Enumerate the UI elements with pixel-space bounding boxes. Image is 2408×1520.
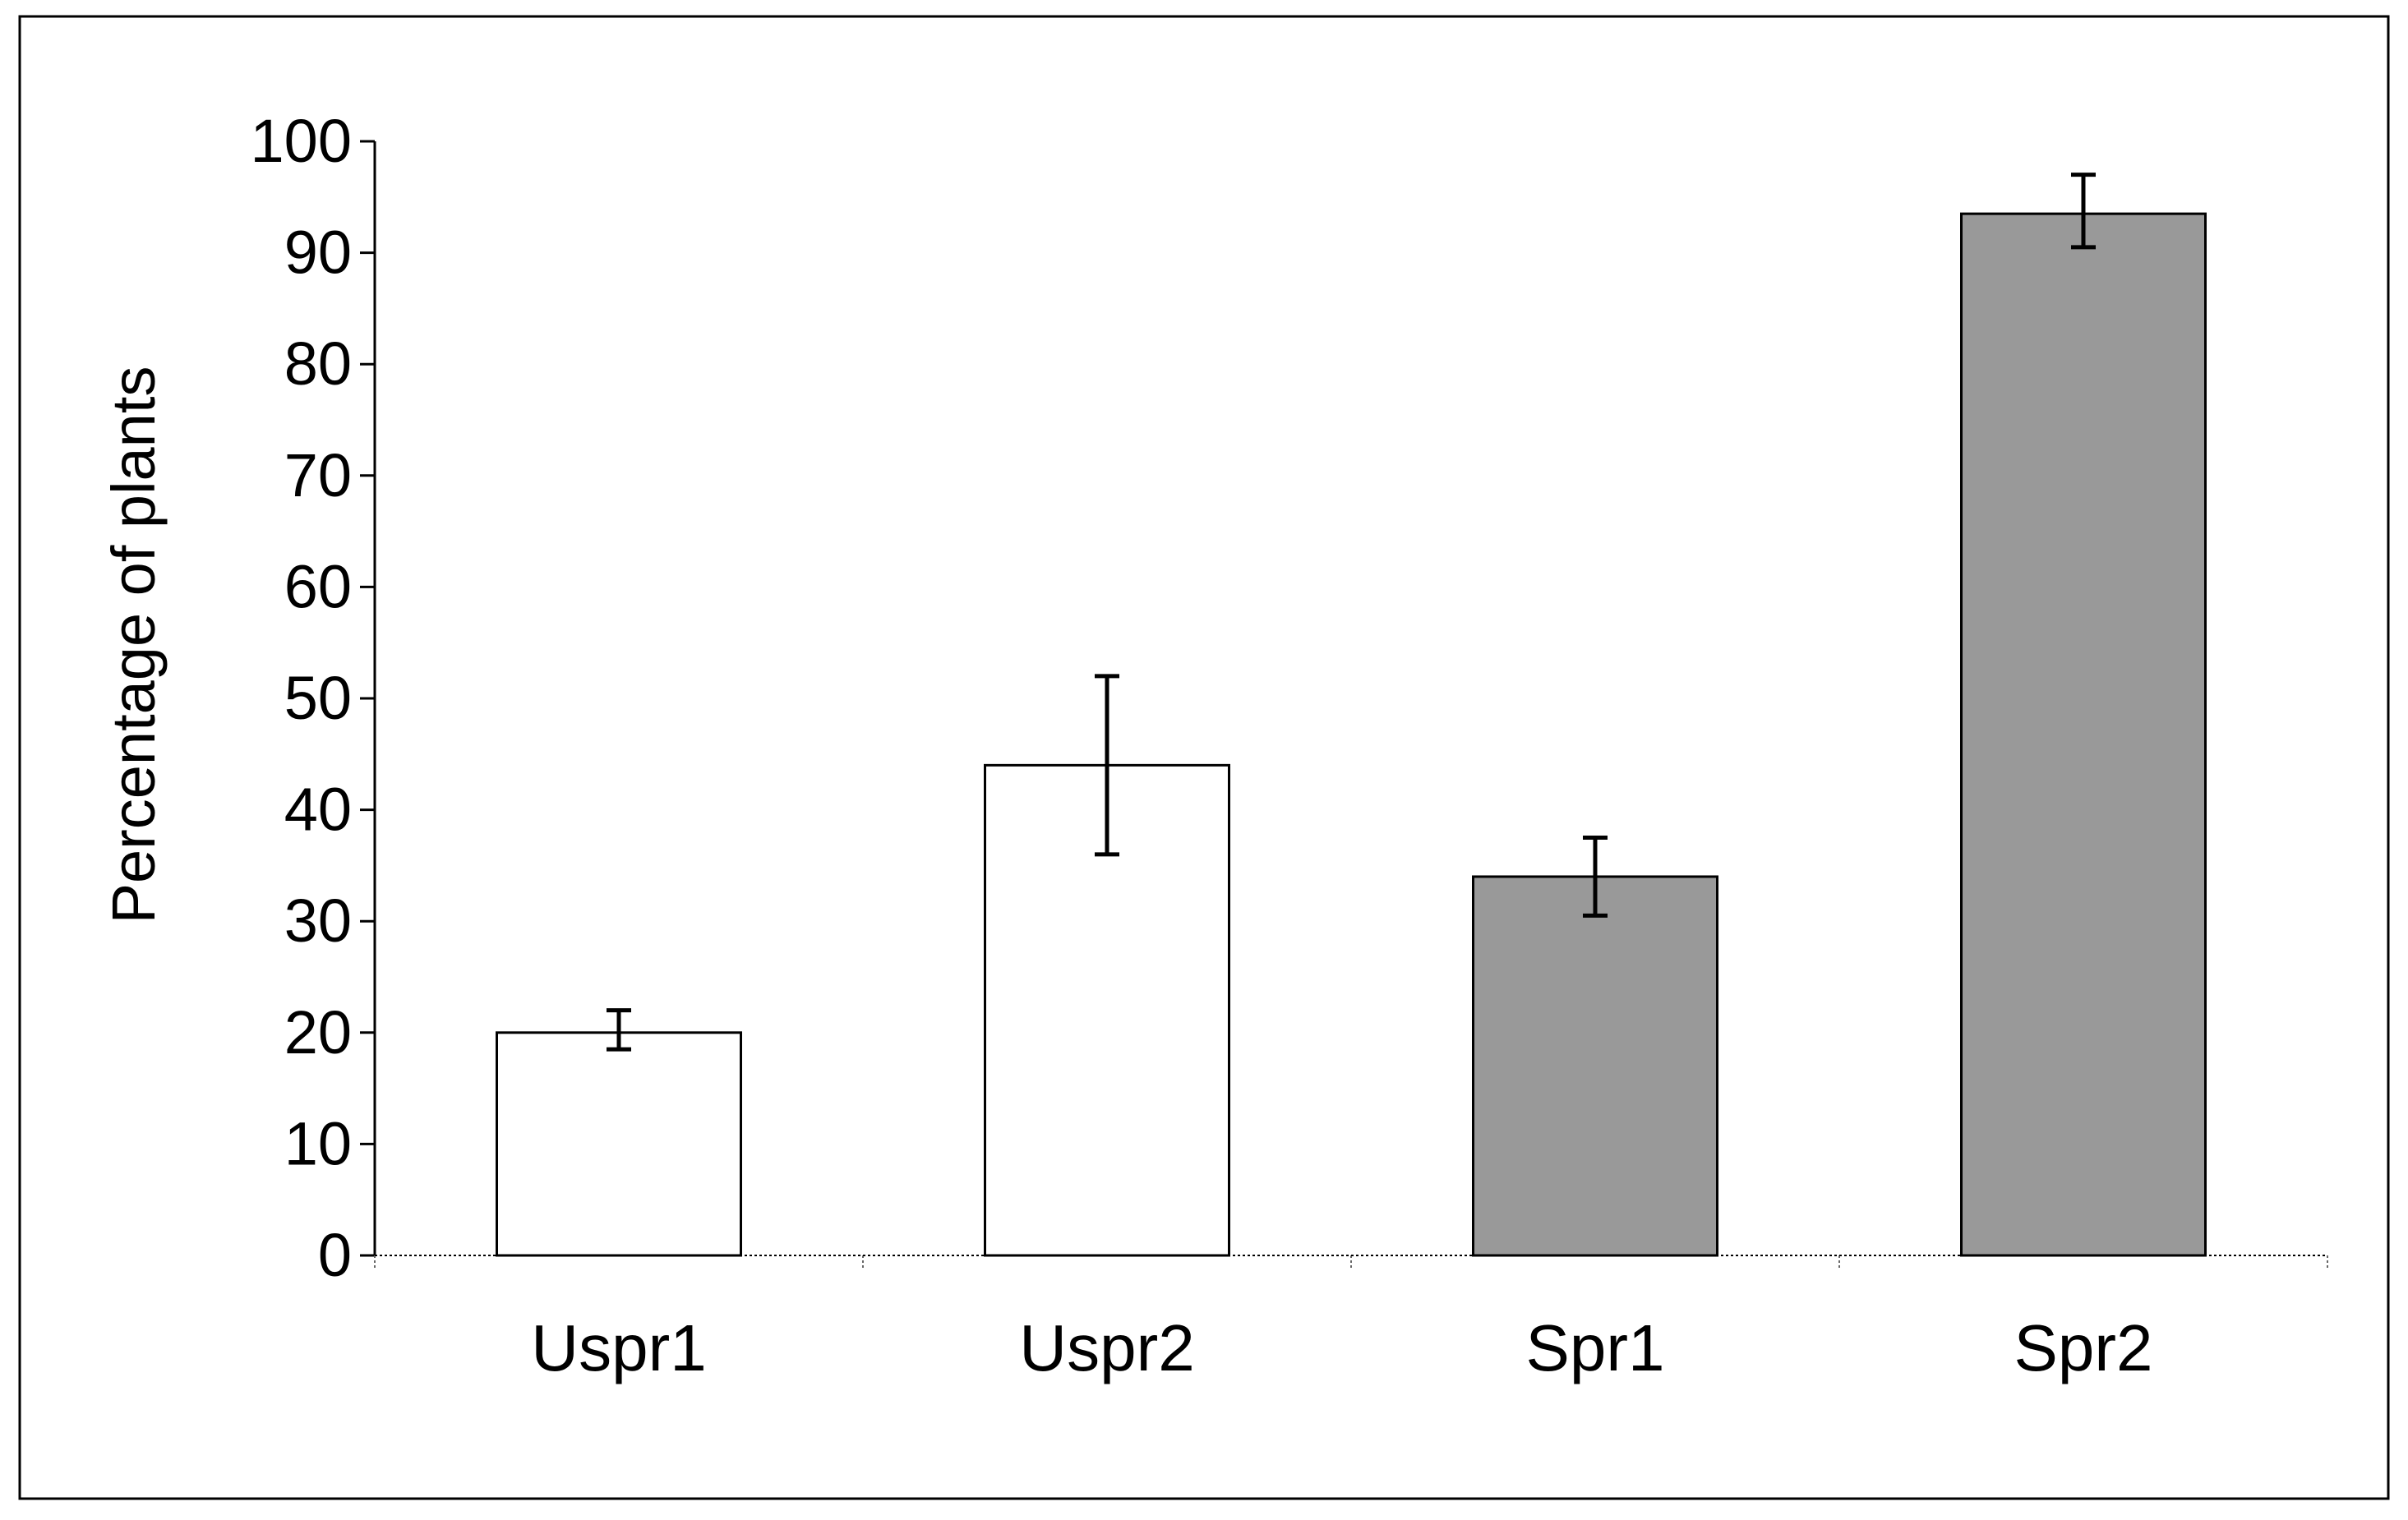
x-tick-label: Uspr1 <box>531 1311 706 1384</box>
y-axis-label: Percentage of plants <box>99 366 168 924</box>
error-bars <box>607 173 2096 1052</box>
y-tick-label: 90 <box>284 219 352 287</box>
bar-spr2 <box>1960 212 2207 1257</box>
y-tick-label: 40 <box>284 776 352 844</box>
y-tick-label: 10 <box>284 1109 352 1177</box>
bars <box>496 212 2207 1257</box>
bar-spr1 <box>1472 875 1718 1257</box>
x-axis-ticks: Uspr1 Uspr2 Spr1 Spr2 <box>374 1255 2328 1384</box>
y-tick-label: 30 <box>284 887 352 955</box>
y-tick-label: 100 <box>251 107 352 175</box>
x-tick-label: Uspr2 <box>1019 1311 1194 1384</box>
y-tick-label: 0 <box>318 1221 352 1289</box>
y-tick-label: 80 <box>284 329 352 398</box>
x-tick-label: Spr2 <box>2014 1311 2153 1384</box>
y-tick-label: 20 <box>284 998 352 1066</box>
y-tick-label: 50 <box>284 664 352 732</box>
y-tick-label: 60 <box>284 552 352 620</box>
y-axis-ticks: 0 10 20 30 40 50 60 70 80 90 100 <box>251 107 375 1289</box>
x-tick-label: Spr1 <box>1526 1311 1665 1384</box>
bar-uspr1 <box>496 1031 742 1257</box>
y-tick-label: 70 <box>284 441 352 509</box>
